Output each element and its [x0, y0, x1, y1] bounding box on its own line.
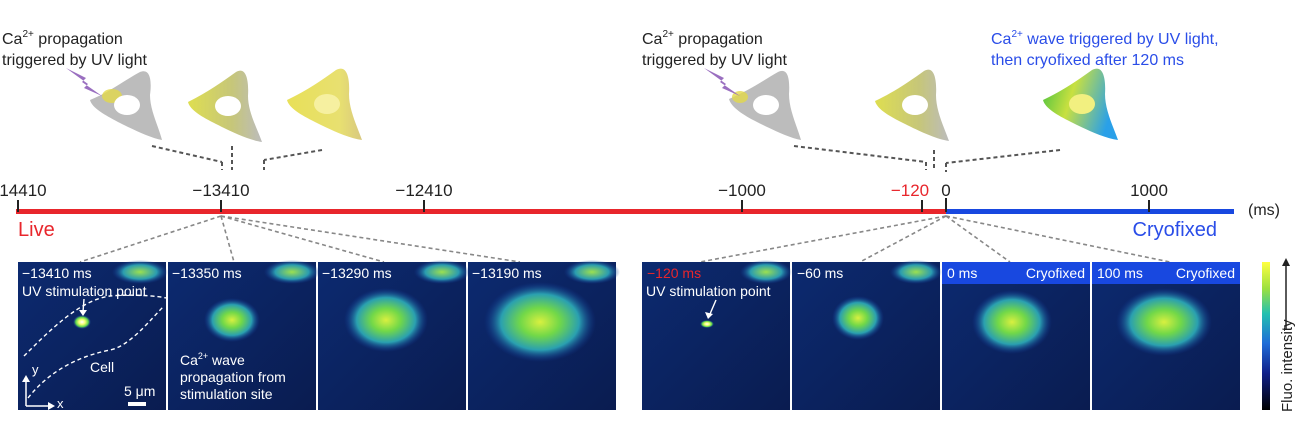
cell-cartoon-3	[287, 68, 362, 140]
uv-point-arrowhead-left	[79, 310, 87, 316]
micrograph-panel-2	[168, 260, 320, 410]
live-label: Live	[18, 219, 55, 241]
cell-cartoon-cryo	[1043, 68, 1118, 140]
micrograph-panel-8	[1092, 262, 1240, 410]
svg-text:Ca2+ propagation: Ca2+ propagation	[2, 29, 123, 48]
micrograph-panel-4	[468, 260, 620, 410]
connectors-top	[151, 145, 1061, 172]
caption-cryo-ca: Ca	[991, 31, 1012, 48]
uv-flash-icon-right	[704, 68, 740, 96]
timeline-live-bar	[16, 209, 946, 214]
timeline: −14410 −13410 −12410 −1000 −120 0 1000 (…	[0, 181, 1280, 241]
tick-label-7: 1000	[1130, 181, 1168, 200]
timeline-unit: (ms)	[1248, 202, 1280, 219]
caption-mid-ca: Ca	[642, 31, 663, 48]
caption-live-sup: 2+	[22, 29, 34, 40]
tick-label-3: −12410	[395, 181, 452, 200]
panel-time-3: −13290 ms	[322, 265, 392, 281]
cryofixed-label: Cryofixed	[1133, 219, 1217, 241]
panel-tag-7: Cryofixed	[1026, 265, 1085, 281]
tick-label-5: −120	[891, 181, 929, 200]
uv-point-label-right: UV stimulation point	[646, 283, 771, 299]
panel-tag-8: Cryofixed	[1176, 265, 1235, 281]
scale-bar	[128, 402, 146, 406]
wave-line2: propagation from	[180, 369, 286, 385]
caption-cryo-rest: wave triggered by UV light,	[1023, 31, 1219, 48]
panel-time-1: −13410 ms	[22, 265, 92, 281]
tick-label-6: 0	[941, 181, 950, 200]
panel-time-2: −13350 ms	[172, 265, 242, 281]
wave-ca: Ca	[180, 352, 198, 368]
caption-live-rest: propagation	[34, 31, 123, 48]
micrograph-panel-7	[942, 262, 1090, 410]
uv-point-arrow-left	[82, 298, 85, 313]
axis-x-label: x	[57, 396, 64, 411]
micrograph-panel-3	[318, 260, 470, 410]
tick-label-2: −13410	[192, 181, 249, 200]
colorbar-gradient	[1262, 262, 1270, 410]
cell-label: Cell	[90, 359, 114, 375]
panel-time-5: −120 ms	[647, 265, 701, 281]
wave-rest: wave	[208, 352, 245, 368]
caption-live: Ca2+ propagation triggered by UV light	[2, 29, 148, 69]
uv-point-label-left: UV stimulation point	[22, 283, 147, 299]
caption-live-line2: triggered by UV light	[2, 52, 148, 69]
panel-time-4: −13190 ms	[472, 265, 542, 281]
uv-flash-icon-left	[66, 68, 102, 96]
colorbar: Fluo. intensity	[1262, 258, 1296, 412]
caption-live-ca: Ca	[2, 31, 23, 48]
caption-cryo-line2: then cryofixed after 120 ms	[991, 52, 1184, 69]
colorbar-label: Fluo. intensity	[1279, 319, 1296, 412]
cell-cartoon-4	[729, 70, 801, 140]
axis-y-label: y	[32, 362, 39, 377]
scale-label: 5 μm	[124, 383, 155, 399]
micrograph-panel-1	[18, 260, 168, 410]
micrograph-panel-5	[642, 260, 792, 410]
panel-time-8: 100 ms	[1097, 265, 1143, 281]
svg-text:Ca2+ wave triggered by UV ligh: Ca2+ wave triggered by UV light,	[991, 29, 1219, 48]
cell-cartoon-5	[875, 69, 949, 141]
svg-text:Ca2+ propagation: Ca2+ propagation	[642, 29, 763, 48]
uv-point-arrowhead-right	[705, 312, 713, 319]
cell-cartoon-1	[90, 71, 162, 140]
caption-cryo-sup: 2+	[1011, 29, 1023, 40]
caption-cryo: Ca2+ wave triggered by UV light, then cr…	[991, 29, 1219, 69]
caption-mid-sup: 2+	[662, 29, 674, 40]
caption-mid: Ca2+ propagation triggered by UV light	[642, 29, 788, 69]
timeline-cryo-bar	[946, 209, 1234, 214]
panel-time-6: −60 ms	[797, 265, 843, 281]
tick-label-4: −1000	[718, 181, 766, 200]
tick-label-1: −14410	[0, 181, 47, 200]
wave-line3: stimulation site	[180, 386, 273, 402]
caption-mid-rest: propagation	[674, 31, 763, 48]
wave-annotation: Ca2+ wave propagation from stimulation s…	[180, 351, 286, 402]
svg-text:Ca2+ wave: Ca2+ wave	[180, 351, 245, 368]
axes-icon	[22, 375, 55, 410]
micrograph-panel-6	[792, 260, 942, 410]
connectors-bottom	[79, 215, 1171, 263]
panel-time-7: 0 ms	[947, 265, 977, 281]
uv-point-arrow-right	[709, 299, 717, 315]
caption-mid-line2: triggered by UV light	[642, 52, 788, 69]
cell-cartoon-2	[188, 70, 262, 142]
wave-sup: 2+	[198, 351, 208, 361]
